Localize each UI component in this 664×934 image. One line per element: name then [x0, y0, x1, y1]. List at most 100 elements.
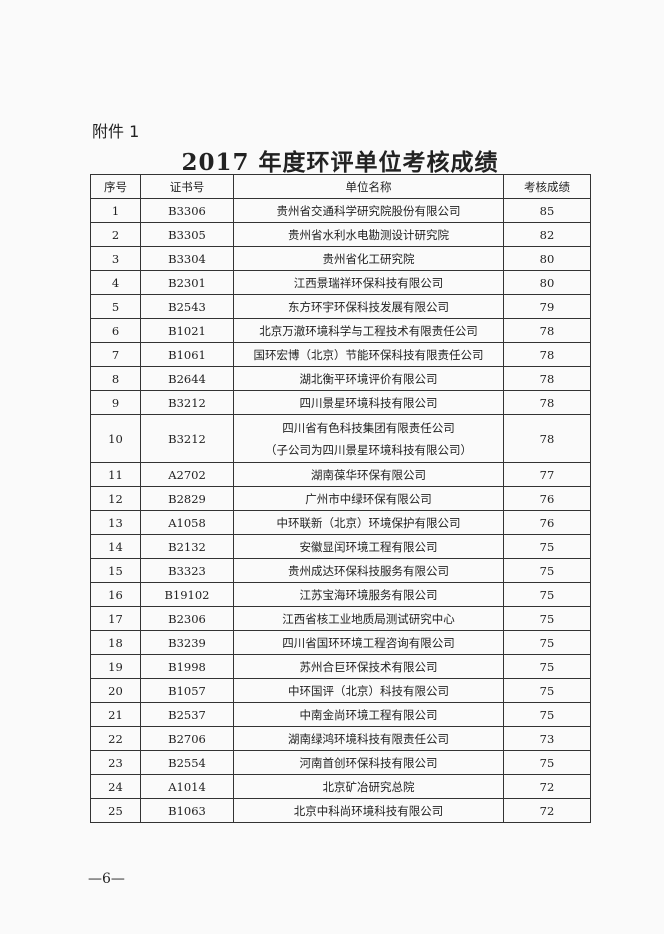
- unit-name-cell: 江苏宝海环境服务有限公司: [233, 582, 504, 607]
- unit-name-cell: 中环国评（北京）科技有限公司: [233, 678, 504, 703]
- table-row: 17 B2306 江西省核工业地质局测试研究中心 75: [90, 606, 591, 631]
- table-row: 10 B3212 四川省有色科技集团有限责任公司 （子公司为四川景星环境科技有限公司）…: [90, 414, 591, 463]
- unit-name-cell: 国环宏博（北京）节能环保科技有限责任公司: [233, 342, 504, 367]
- table-row: 18 B3239 四川省国环环境工程咨询有限公司 75: [90, 630, 591, 655]
- serial-cell: 19: [90, 654, 141, 679]
- serial-cell: 22: [90, 726, 141, 751]
- table-row: 16 B19102 江苏宝海环境服务有限公司 75: [90, 582, 591, 607]
- table-row: 24 A1014 北京矿冶研究总院 72: [90, 774, 591, 799]
- score-cell: 76: [503, 486, 591, 511]
- certificate-cell: B1998: [140, 654, 234, 679]
- serial-cell: 14: [90, 534, 141, 559]
- certificate-cell: B3212: [140, 414, 234, 463]
- score-table: 序号 证书号 单位名称 考核成绩 1 B3306 贵州省交通科学研究院股份有限公司 85 2 B…: [90, 174, 591, 823]
- score-cell: 79: [503, 294, 591, 319]
- table-row: 22 B2706 湖南绿鸿环境科技有限责任公司 73: [90, 726, 591, 751]
- unit-name-cell: 北京矿冶研究总院: [233, 774, 504, 799]
- certificate-cell: B3212: [140, 390, 234, 415]
- score-cell: 77: [503, 462, 591, 487]
- serial-cell: 20: [90, 678, 141, 703]
- unit-name-cell: 湖南绿鸿环境科技有限责任公司: [233, 726, 504, 751]
- serial-cell: 21: [90, 702, 141, 727]
- unit-name-cell: 广州市中绿环保有限公司: [233, 486, 504, 511]
- certificate-cell: A1058: [140, 510, 234, 535]
- score-cell: 72: [503, 798, 591, 823]
- table-row: 14 B2132 安徽显闰环境工程有限公司 75: [90, 534, 591, 559]
- certificate-cell: B2306: [140, 606, 234, 631]
- column-header: 证书号: [140, 174, 234, 199]
- certificate-cell: B1063: [140, 798, 234, 823]
- table-row: 23 B2554 河南首创环保科技有限公司 75: [90, 750, 591, 775]
- table-row: 9 B3212 四川景星环境科技有限公司 78: [90, 390, 591, 415]
- certificate-cell: B3239: [140, 630, 234, 655]
- unit-name-cell: 中南金尚环境工程有限公司: [233, 702, 504, 727]
- score-cell: 75: [503, 750, 591, 775]
- certificate-cell: B19102: [140, 582, 234, 607]
- serial-cell: 9: [90, 390, 141, 415]
- column-header: 考核成绩: [503, 174, 591, 199]
- score-cell: 75: [503, 630, 591, 655]
- score-cell: 78: [503, 414, 591, 463]
- unit-name-cell: 四川省国环环境工程咨询有限公司: [233, 630, 504, 655]
- score-cell: 75: [503, 558, 591, 583]
- serial-cell: 16: [90, 582, 141, 607]
- table-row: 13 A1058 中环联新（北京）环境保护有限公司 76: [90, 510, 591, 535]
- certificate-cell: B1061: [140, 342, 234, 367]
- page-number: —6—: [88, 871, 125, 887]
- table-row: 6 B1021 北京万澈环境科学与工程技术有限责任公司 78: [90, 318, 591, 343]
- certificate-cell: B2132: [140, 534, 234, 559]
- serial-cell: 8: [90, 366, 141, 391]
- table-row: 8 B2644 湖北衡平环境评价有限公司 78: [90, 366, 591, 391]
- certificate-cell: B2301: [140, 270, 234, 295]
- unit-name-cell: 四川省有色科技集团有限责任公司 （子公司为四川景星环境科技有限公司）: [233, 414, 504, 463]
- score-cell: 72: [503, 774, 591, 799]
- score-cell: 75: [503, 582, 591, 607]
- unit-name-cell: 贵州省水利水电勘测设计研究院: [233, 222, 504, 247]
- certificate-cell: B2537: [140, 702, 234, 727]
- score-cell: 75: [503, 678, 591, 703]
- score-cell: 76: [503, 510, 591, 535]
- score-cell: 82: [503, 222, 591, 247]
- column-header: 单位名称: [233, 174, 504, 199]
- serial-cell: 3: [90, 246, 141, 271]
- score-cell: 75: [503, 534, 591, 559]
- unit-name-cell: 贵州成达环保科技服务有限公司: [233, 558, 504, 583]
- unit-name-cell: 湖北衡平环境评价有限公司: [233, 366, 504, 391]
- serial-cell: 5: [90, 294, 141, 319]
- certificate-cell: A2702: [140, 462, 234, 487]
- unit-name-cell: 苏州合巨环保技术有限公司: [233, 654, 504, 679]
- table-row: 20 B1057 中环国评（北京）科技有限公司 75: [90, 678, 591, 703]
- certificate-cell: B2644: [140, 366, 234, 391]
- serial-cell: 1: [90, 198, 141, 223]
- table-row: 5 B2543 东方环宇环保科技发展有限公司 79: [90, 294, 591, 319]
- unit-name-cell: 江西景瑞祥环保科技有限公司: [233, 270, 504, 295]
- table-row: 21 B2537 中南金尚环境工程有限公司 75: [90, 702, 591, 727]
- serial-cell: 10: [90, 414, 141, 463]
- unit-name-cell: 北京中科尚环境科技有限公司: [233, 798, 504, 823]
- attachment-label: 附件 1: [92, 122, 140, 141]
- score-cell: 78: [503, 366, 591, 391]
- serial-cell: 25: [90, 798, 141, 823]
- table-row: 12 B2829 广州市中绿环保有限公司 76: [90, 486, 591, 511]
- certificate-cell: B3306: [140, 198, 234, 223]
- certificate-cell: B3305: [140, 222, 234, 247]
- serial-cell: 6: [90, 318, 141, 343]
- serial-cell: 7: [90, 342, 141, 367]
- certificate-cell: B3304: [140, 246, 234, 271]
- unit-name-cell: 贵州省交通科学研究院股份有限公司: [233, 198, 504, 223]
- unit-name-cell: 江西省核工业地质局测试研究中心: [233, 606, 504, 631]
- score-cell: 80: [503, 270, 591, 295]
- table-body: 1 B3306 贵州省交通科学研究院股份有限公司 85 2 B3305 贵州省水利水电勘测设…: [90, 198, 591, 823]
- table-row: 25 B1063 北京中科尚环境科技有限公司 72: [90, 798, 591, 823]
- table-row: 19 B1998 苏州合巨环保技术有限公司 75: [90, 654, 591, 679]
- certificate-cell: B2706: [140, 726, 234, 751]
- serial-cell: 2: [90, 222, 141, 247]
- table-row: 15 B3323 贵州成达环保科技服务有限公司 75: [90, 558, 591, 583]
- unit-name-cell: 东方环宇环保科技发展有限公司: [233, 294, 504, 319]
- score-cell: 85: [503, 198, 591, 223]
- serial-cell: 12: [90, 486, 141, 511]
- score-cell: 75: [503, 606, 591, 631]
- unit-name-cell: 安徽显闰环境工程有限公司: [233, 534, 504, 559]
- unit-name-cell: 贵州省化工研究院: [233, 246, 504, 271]
